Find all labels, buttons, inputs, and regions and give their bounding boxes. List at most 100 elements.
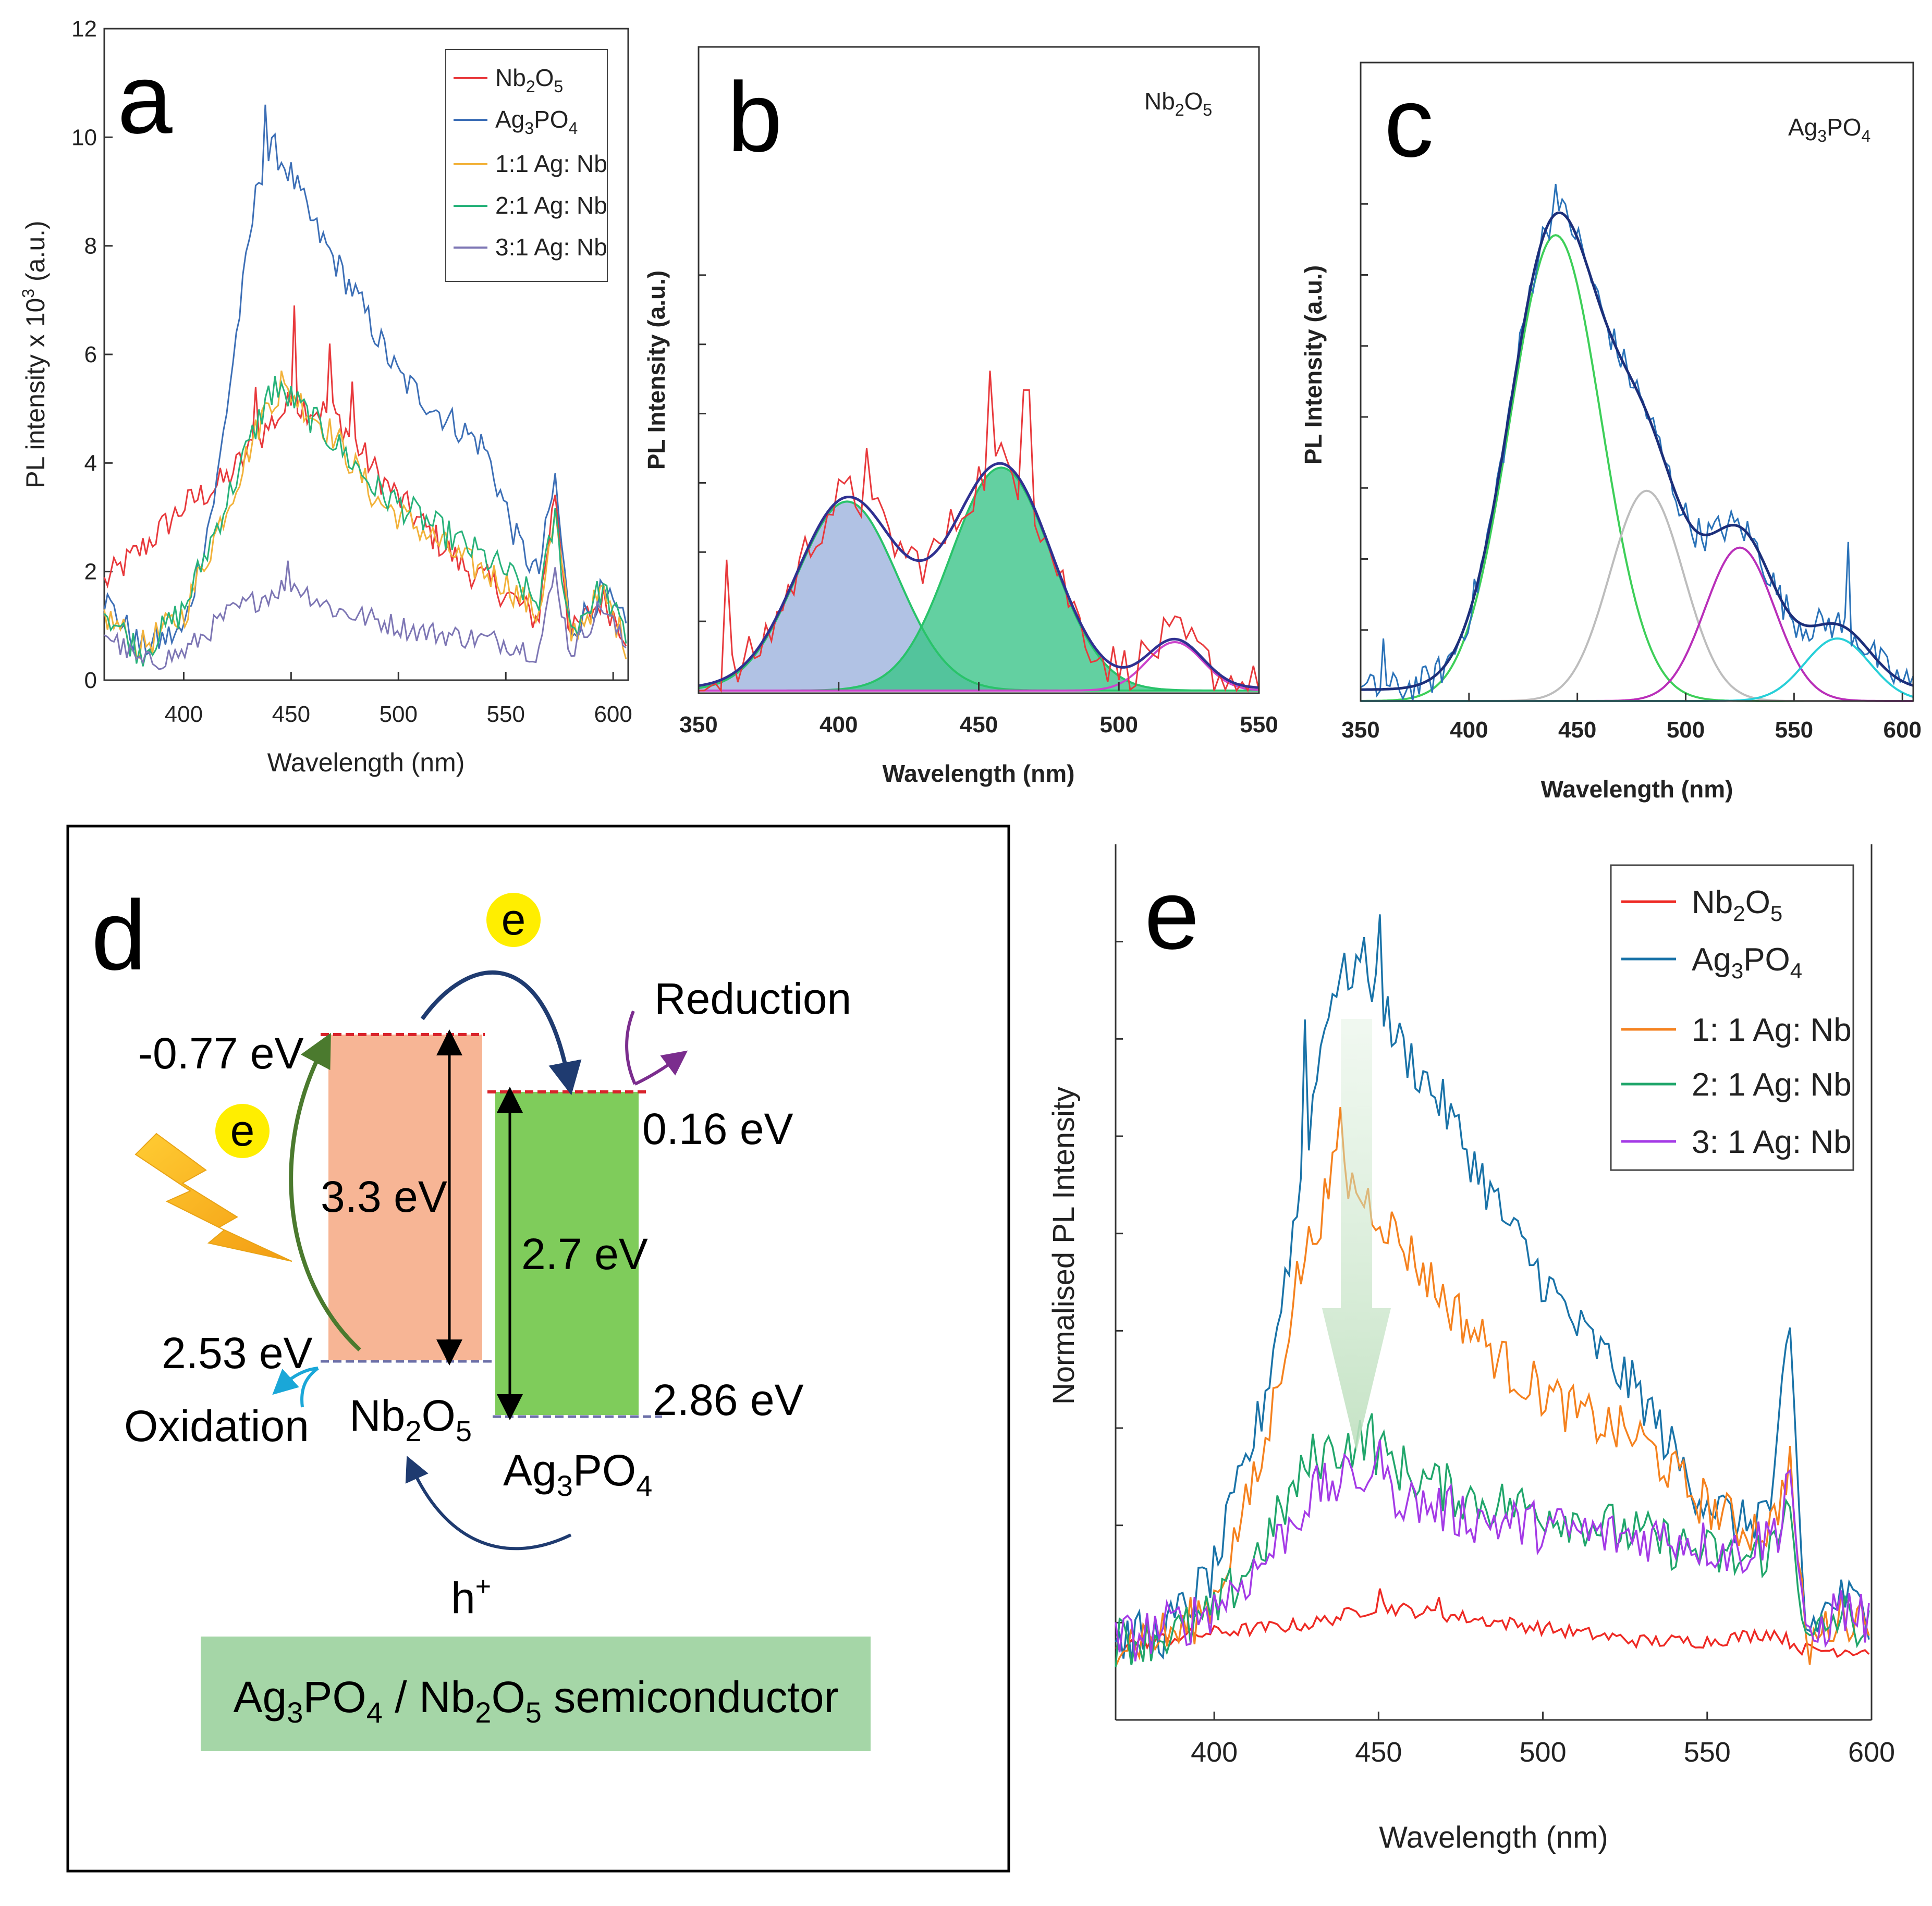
fit-curve-c <box>1361 211 1914 691</box>
y-tick-label: 8 <box>84 233 97 259</box>
series-line-a-1 <box>103 104 627 656</box>
x-tick-label: 550 <box>1684 1737 1731 1768</box>
x-tick-label: 550 <box>1775 717 1813 743</box>
decrease-arrow <box>1322 1019 1391 1452</box>
panel-a-ylabel: PL intensity x 103 (a.u.) <box>19 220 50 488</box>
electron-icon-left <box>215 1104 270 1158</box>
series-line-a-3 <box>103 376 627 667</box>
x-tick-label: 500 <box>380 702 418 727</box>
y-tick-label: 4 <box>84 450 97 476</box>
panel-b-frame <box>698 46 1260 694</box>
legend-label-e-4: 3: 1 Ag: Nb <box>1692 1124 1852 1160</box>
hole-transfer-arrow <box>405 1456 572 1551</box>
legend-label-a-1: Ag3PO4 <box>495 106 578 138</box>
x-tick-label: 600 <box>1884 717 1922 743</box>
nb2o5-vb-energy: 2.53 eV <box>162 1329 313 1378</box>
hole-label: h+ <box>451 1571 491 1622</box>
legend-label-a-4: 3:1 Ag: Nb <box>495 233 607 261</box>
panel-c-xlabel: Wavelength (nm) <box>1541 776 1733 803</box>
oxidation-hook <box>300 1367 319 1408</box>
reduction-label: Reduction <box>654 974 851 1023</box>
panel-c-frame <box>1360 62 1914 702</box>
legend-label-a-2: 1:1 Ag: Nb <box>495 150 607 177</box>
panel-c-ylabel: PL Intensity (a.u.) <box>1300 265 1327 465</box>
x-tick-label: 500 <box>1667 717 1705 743</box>
legend-label-e-2: 1: 1 Ag: Nb <box>1692 1012 1852 1048</box>
x-tick-label: 500 <box>1520 1737 1567 1768</box>
x-tick-label: 400 <box>1450 717 1488 743</box>
oxidation-label: Oxidation <box>124 1401 309 1450</box>
component-fill-b-0 <box>699 501 1259 691</box>
panel-e: 400 450 500 550 600 e Wavelength (nm) Normal… <box>1047 844 1895 1854</box>
series-line-e-2 <box>1115 1106 1870 1667</box>
y-tick-label: 2 <box>84 559 97 585</box>
panel-a: 400 450 500 550 600 0 2 4 6 8 10 12 a Wavelength (n… <box>19 16 632 777</box>
panel-e-xlabel: Wavelength (nm) <box>1379 1821 1608 1854</box>
ag3po4-label: Ag3PO4 <box>503 1446 652 1502</box>
electron-icon-top <box>486 893 541 947</box>
x-tick-label: 450 <box>960 712 998 737</box>
x-tick-label: 400 <box>820 712 858 737</box>
panel-d-letter: d <box>91 880 146 991</box>
electron-label-top: e <box>502 895 526 944</box>
series-line-a-2 <box>103 370 627 660</box>
fit-curve-b <box>698 462 1260 689</box>
reduction-arrow <box>634 1050 688 1086</box>
ag3po4-vb-energy: 2.86 eV <box>653 1375 804 1424</box>
series-line-a-0 <box>103 305 627 647</box>
nb2o5-label: Nb2O5 <box>349 1391 472 1447</box>
panel-c: 350 400 450 500 550 600 c Ag3PO4 Wavelength (… <box>1300 62 1922 803</box>
panel-e-legend: Nb2O5 Ag3PO4 1: 1 Ag: Nb 2: 1 Ag: Nb 3: … <box>1610 864 1854 1171</box>
x-tick-label: 600 <box>1848 1737 1895 1768</box>
x-tick-label: 600 <box>594 702 632 727</box>
series-line-a-4 <box>104 560 627 670</box>
panel-b-ylabel: PL Intensity (a.u.) <box>643 270 670 470</box>
x-tick-label: 450 <box>272 702 310 727</box>
raw-spectrum-b <box>699 371 1260 693</box>
y-tick-label: 12 <box>71 16 97 42</box>
nb2o5-gap-label: 3.3 eV <box>321 1172 447 1221</box>
series-line-e-0 <box>1115 1588 1870 1658</box>
semiconductor-banner <box>201 1637 871 1751</box>
panel-e-letter: e <box>1144 859 1200 970</box>
x-tick-label: 350 <box>679 712 717 737</box>
excitation-arrow <box>289 1032 361 1351</box>
ag3po4-gap-label: 2.7 eV <box>521 1229 648 1278</box>
legend-label-a-3: 2:1 Ag: Nb <box>495 192 607 219</box>
y-tick-label: 10 <box>71 125 97 150</box>
panel-e-legend-box <box>1610 864 1854 1171</box>
panel-b-sample-label: Nb2O5 <box>1144 88 1212 119</box>
electron-transfer-arrow <box>420 970 582 1096</box>
electron-label-left: e <box>230 1106 255 1155</box>
y-tick-label: 0 <box>84 668 97 693</box>
panel-a-legend: Nb2O5 Ag3PO4 1:1 Ag: Nb 2:1 Ag: Nb 3:1 A… <box>445 49 608 282</box>
y-tick-label: 6 <box>84 342 97 367</box>
panel-a-legend-box <box>445 49 608 282</box>
semiconductor-banner-label: Ag3PO4 / Nb2O5 semiconductor <box>233 1673 838 1729</box>
oxidation-arrow <box>272 1367 319 1395</box>
legend-label-a-0: Nb2O5 <box>495 64 563 96</box>
panel-a-xlabel: Wavelength (nm) <box>267 748 465 777</box>
x-tick-label: 450 <box>1558 717 1596 743</box>
panel-c-sample-label: Ag3PO4 <box>1788 114 1870 145</box>
panel-a-letter: a <box>117 44 173 154</box>
x-tick-label: 350 <box>1341 717 1379 743</box>
panel-b-letter: b <box>727 62 782 173</box>
legend-label-e-0: Nb2O5 <box>1692 884 1782 926</box>
legend-label-e-3: 2: 1 Ag: Nb <box>1692 1067 1852 1103</box>
panel-b-xlabel: Wavelength (nm) <box>883 760 1075 787</box>
panel-b: 350 400 450 500 550 b Nb2O5 Wavelength (nm) … <box>643 46 1278 787</box>
series-line-e-4 <box>1115 1440 1870 1662</box>
reduction-hook <box>625 1010 637 1085</box>
series-line-e-1 <box>1115 914 1870 1663</box>
x-tick-label: 550 <box>1240 712 1278 737</box>
legend-label-e-1: Ag3PO4 <box>1692 942 1802 983</box>
light-bolt-icon <box>134 1133 292 1262</box>
panel-d-band-diagram: d 3.3 eV 2.7 eV -0.77 eV 2.53 eV 0.16 eV… <box>66 825 1010 1873</box>
x-tick-label: 400 <box>1191 1737 1238 1768</box>
nb2o5-cb-energy: -0.77 eV <box>138 1029 304 1078</box>
x-tick-label: 550 <box>487 702 525 727</box>
x-tick-label: 450 <box>1355 1737 1402 1768</box>
